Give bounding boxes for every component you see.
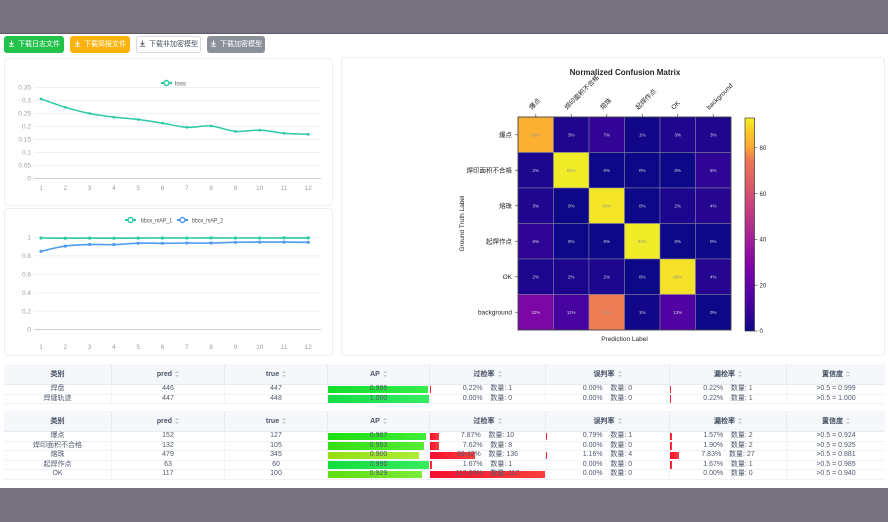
svg-text:4%: 4% — [710, 203, 717, 208]
svg-text:2%: 2% — [604, 274, 611, 279]
svg-text:3%: 3% — [533, 203, 540, 208]
svg-text:3%: 3% — [710, 132, 717, 137]
svg-text:background: background — [706, 82, 735, 111]
svg-text:0.15: 0.15 — [18, 137, 31, 144]
svg-text:12: 12 — [305, 185, 313, 192]
svg-text:32%: 32% — [531, 310, 540, 315]
svg-text:12: 12 — [305, 344, 313, 351]
svg-text:0.3: 0.3 — [22, 98, 31, 105]
svg-text:0.6: 0.6 — [22, 272, 31, 279]
svg-text:0%: 0% — [568, 203, 575, 208]
svg-text:0.05: 0.05 — [18, 163, 31, 170]
svg-text:80: 80 — [760, 146, 767, 152]
svg-text:1: 1 — [39, 344, 43, 351]
svg-text:3%: 3% — [568, 132, 575, 137]
svg-text:Prediction Label: Prediction Label — [601, 336, 648, 343]
svg-text:0%: 0% — [639, 168, 646, 173]
svg-text:2%: 2% — [568, 274, 575, 279]
svg-text:60: 60 — [760, 192, 767, 198]
svg-text:0%: 0% — [639, 203, 646, 208]
svg-text:61%: 61% — [602, 310, 611, 315]
svg-text:0%: 0% — [675, 168, 682, 173]
svg-text:2%: 2% — [533, 274, 540, 279]
svg-text:89%: 89% — [673, 274, 682, 279]
svg-text:6: 6 — [161, 185, 165, 192]
svg-text:0%: 0% — [639, 274, 646, 279]
svg-text:OK: OK — [503, 274, 513, 281]
svg-text:5: 5 — [136, 344, 140, 351]
svg-text:10: 10 — [256, 185, 264, 192]
svg-text:OK: OK — [670, 99, 682, 111]
svg-text:11: 11 — [281, 344, 288, 351]
svg-text:0%: 0% — [604, 239, 611, 244]
svg-text:0.35: 0.35 — [18, 85, 31, 92]
svg-text:爆点: 爆点 — [527, 96, 543, 112]
svg-text:40: 40 — [760, 238, 767, 244]
svg-text:85%: 85% — [531, 132, 540, 137]
svg-text:8: 8 — [209, 344, 213, 351]
svg-text:0: 0 — [27, 176, 31, 183]
svg-text:0.2: 0.2 — [22, 308, 31, 315]
svg-text:4: 4 — [112, 185, 116, 192]
svg-text:11: 11 — [281, 185, 288, 192]
svg-text:2: 2 — [63, 185, 67, 192]
svg-text:0.2: 0.2 — [22, 124, 31, 131]
svg-text:7%: 7% — [604, 132, 611, 137]
svg-text:1: 1 — [27, 235, 31, 242]
svg-text:bbox_mAP_2: bbox_mAP_2 — [192, 217, 223, 224]
svg-text:93%: 93% — [567, 168, 576, 173]
svg-text:0.4: 0.4 — [22, 290, 31, 297]
svg-text:1%: 1% — [639, 310, 646, 315]
svg-text:bbox_mAP_1: bbox_mAP_1 — [141, 217, 172, 224]
svg-text:3%: 3% — [675, 132, 682, 137]
svg-text:2%: 2% — [675, 203, 682, 208]
svg-text:Ground Truth Label: Ground Truth Label — [459, 195, 466, 252]
svg-text:0%: 0% — [710, 310, 717, 315]
svg-text:3: 3 — [88, 185, 92, 192]
svg-text:0.1: 0.1 — [22, 150, 31, 157]
svg-text:2%: 2% — [533, 168, 540, 173]
svg-text:爆点: 爆点 — [499, 130, 513, 139]
svg-text:9: 9 — [234, 344, 238, 351]
svg-text:0%: 0% — [568, 239, 575, 244]
svg-text:11%: 11% — [567, 310, 576, 315]
svg-text:焊印面积不合格: 焊印面积不合格 — [467, 166, 513, 175]
svg-text:0%: 0% — [710, 239, 717, 244]
svg-text:1: 1 — [39, 185, 43, 192]
svg-text:20: 20 — [760, 283, 767, 289]
svg-text:Normalized Confusion Matrix: Normalized Confusion Matrix — [570, 68, 681, 77]
svg-text:熔珠: 熔珠 — [598, 96, 614, 112]
svg-text:6%: 6% — [710, 168, 717, 173]
svg-text:loss: loss — [175, 80, 187, 87]
svg-text:6%: 6% — [533, 239, 540, 244]
svg-text:8: 8 — [209, 185, 213, 192]
svg-text:13%: 13% — [673, 310, 682, 315]
svg-text:10: 10 — [256, 344, 264, 351]
svg-text:起焊作点: 起焊作点 — [633, 86, 658, 111]
svg-text:background: background — [478, 309, 512, 316]
svg-text:5: 5 — [136, 185, 140, 192]
svg-text:90%: 90% — [602, 203, 611, 208]
svg-text:9: 9 — [234, 185, 238, 192]
svg-text:7: 7 — [185, 344, 189, 351]
svg-text:1%: 1% — [639, 132, 646, 137]
svg-text:4%: 4% — [710, 274, 717, 279]
svg-text:4: 4 — [112, 344, 116, 351]
svg-text:0%: 0% — [604, 168, 611, 173]
svg-text:7: 7 — [185, 185, 189, 192]
svg-text:0.8: 0.8 — [22, 253, 31, 260]
svg-text:93%: 93% — [638, 239, 647, 244]
svg-text:熔珠: 熔珠 — [499, 201, 513, 210]
svg-text:0.25: 0.25 — [18, 111, 31, 118]
svg-text:0%: 0% — [675, 239, 682, 244]
svg-text:2: 2 — [63, 344, 67, 351]
svg-text:焊印面积不合格: 焊印面积不合格 — [562, 73, 601, 112]
svg-text:3: 3 — [88, 344, 92, 351]
svg-text:0: 0 — [27, 327, 31, 334]
svg-text:起焊作点: 起焊作点 — [486, 236, 513, 245]
svg-text:0: 0 — [760, 329, 764, 335]
svg-text:6: 6 — [161, 344, 165, 351]
